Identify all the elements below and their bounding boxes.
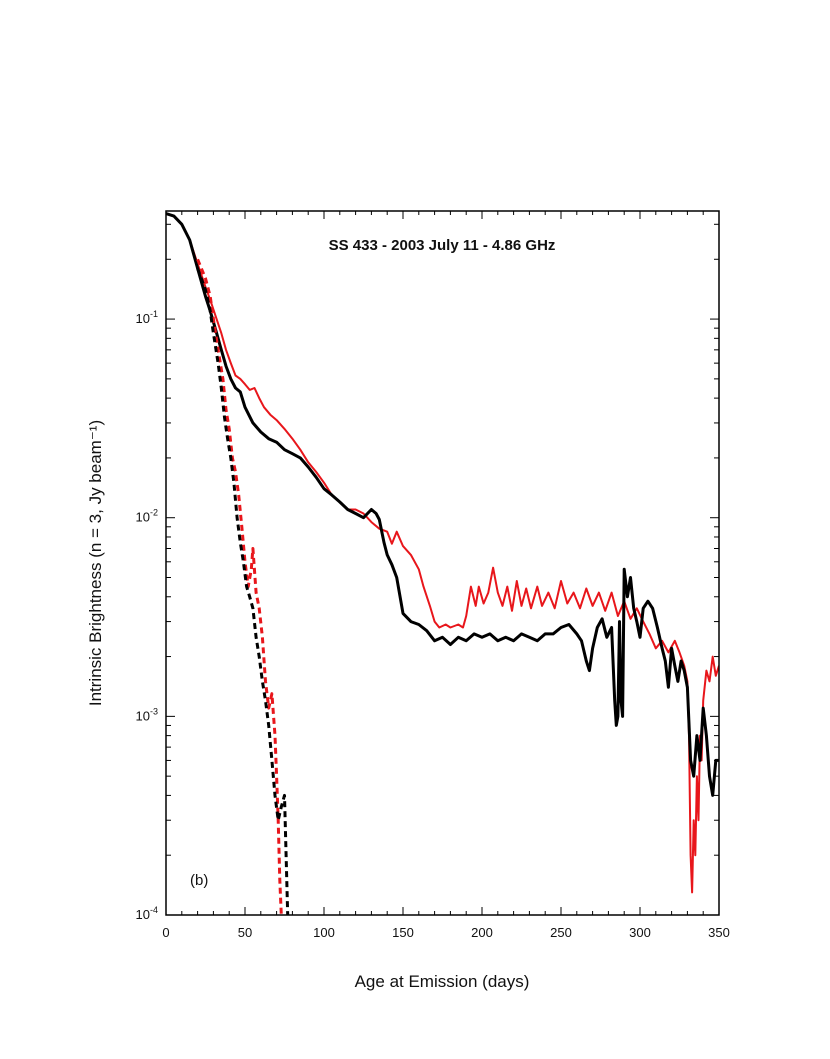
x-tick-label: 50 [238,925,252,940]
y-tick-base: 10 [136,311,150,326]
y-axis-label: Intrinsic Brightness (n = 3, Jy beam⁻¹) [86,420,105,706]
series-layer [166,212,719,915]
x-tick-label: 0 [162,925,169,940]
y-tick-base: 10 [136,907,150,922]
x-tick-label: 100 [313,925,335,940]
y-tick-exponent: -2 [150,508,158,518]
y-tick-label: 10-2 [136,508,158,525]
y-tick-exponent: -1 [150,309,158,319]
y-tick-exponent: -3 [150,706,158,716]
x-tick-label: 150 [392,925,414,940]
y-tick-base: 10 [136,708,150,723]
plot-frame [165,210,720,916]
x-tick-label: 250 [550,925,572,940]
y-tick-label: 10-3 [136,706,158,723]
series-line-4 [196,267,290,915]
x-axis-label: Age at Emission (days) [355,972,530,991]
y-tick-exponent: -4 [150,905,158,915]
panel-label: (b) [190,872,208,889]
y-tick-label: 10-4 [136,905,158,922]
x-tick-label: 300 [629,925,651,940]
series-line-1 [166,212,719,894]
y-tick-label: 10-1 [136,309,158,326]
y-tick-base: 10 [136,510,150,525]
chart-title: SS 433 - 2003 July 11 - 4.86 GHz [329,237,556,254]
x-tick-label: 350 [708,925,730,940]
series-line-3 [196,258,283,915]
series-line-2 [166,212,719,797]
x-tick-label: 200 [471,925,493,940]
